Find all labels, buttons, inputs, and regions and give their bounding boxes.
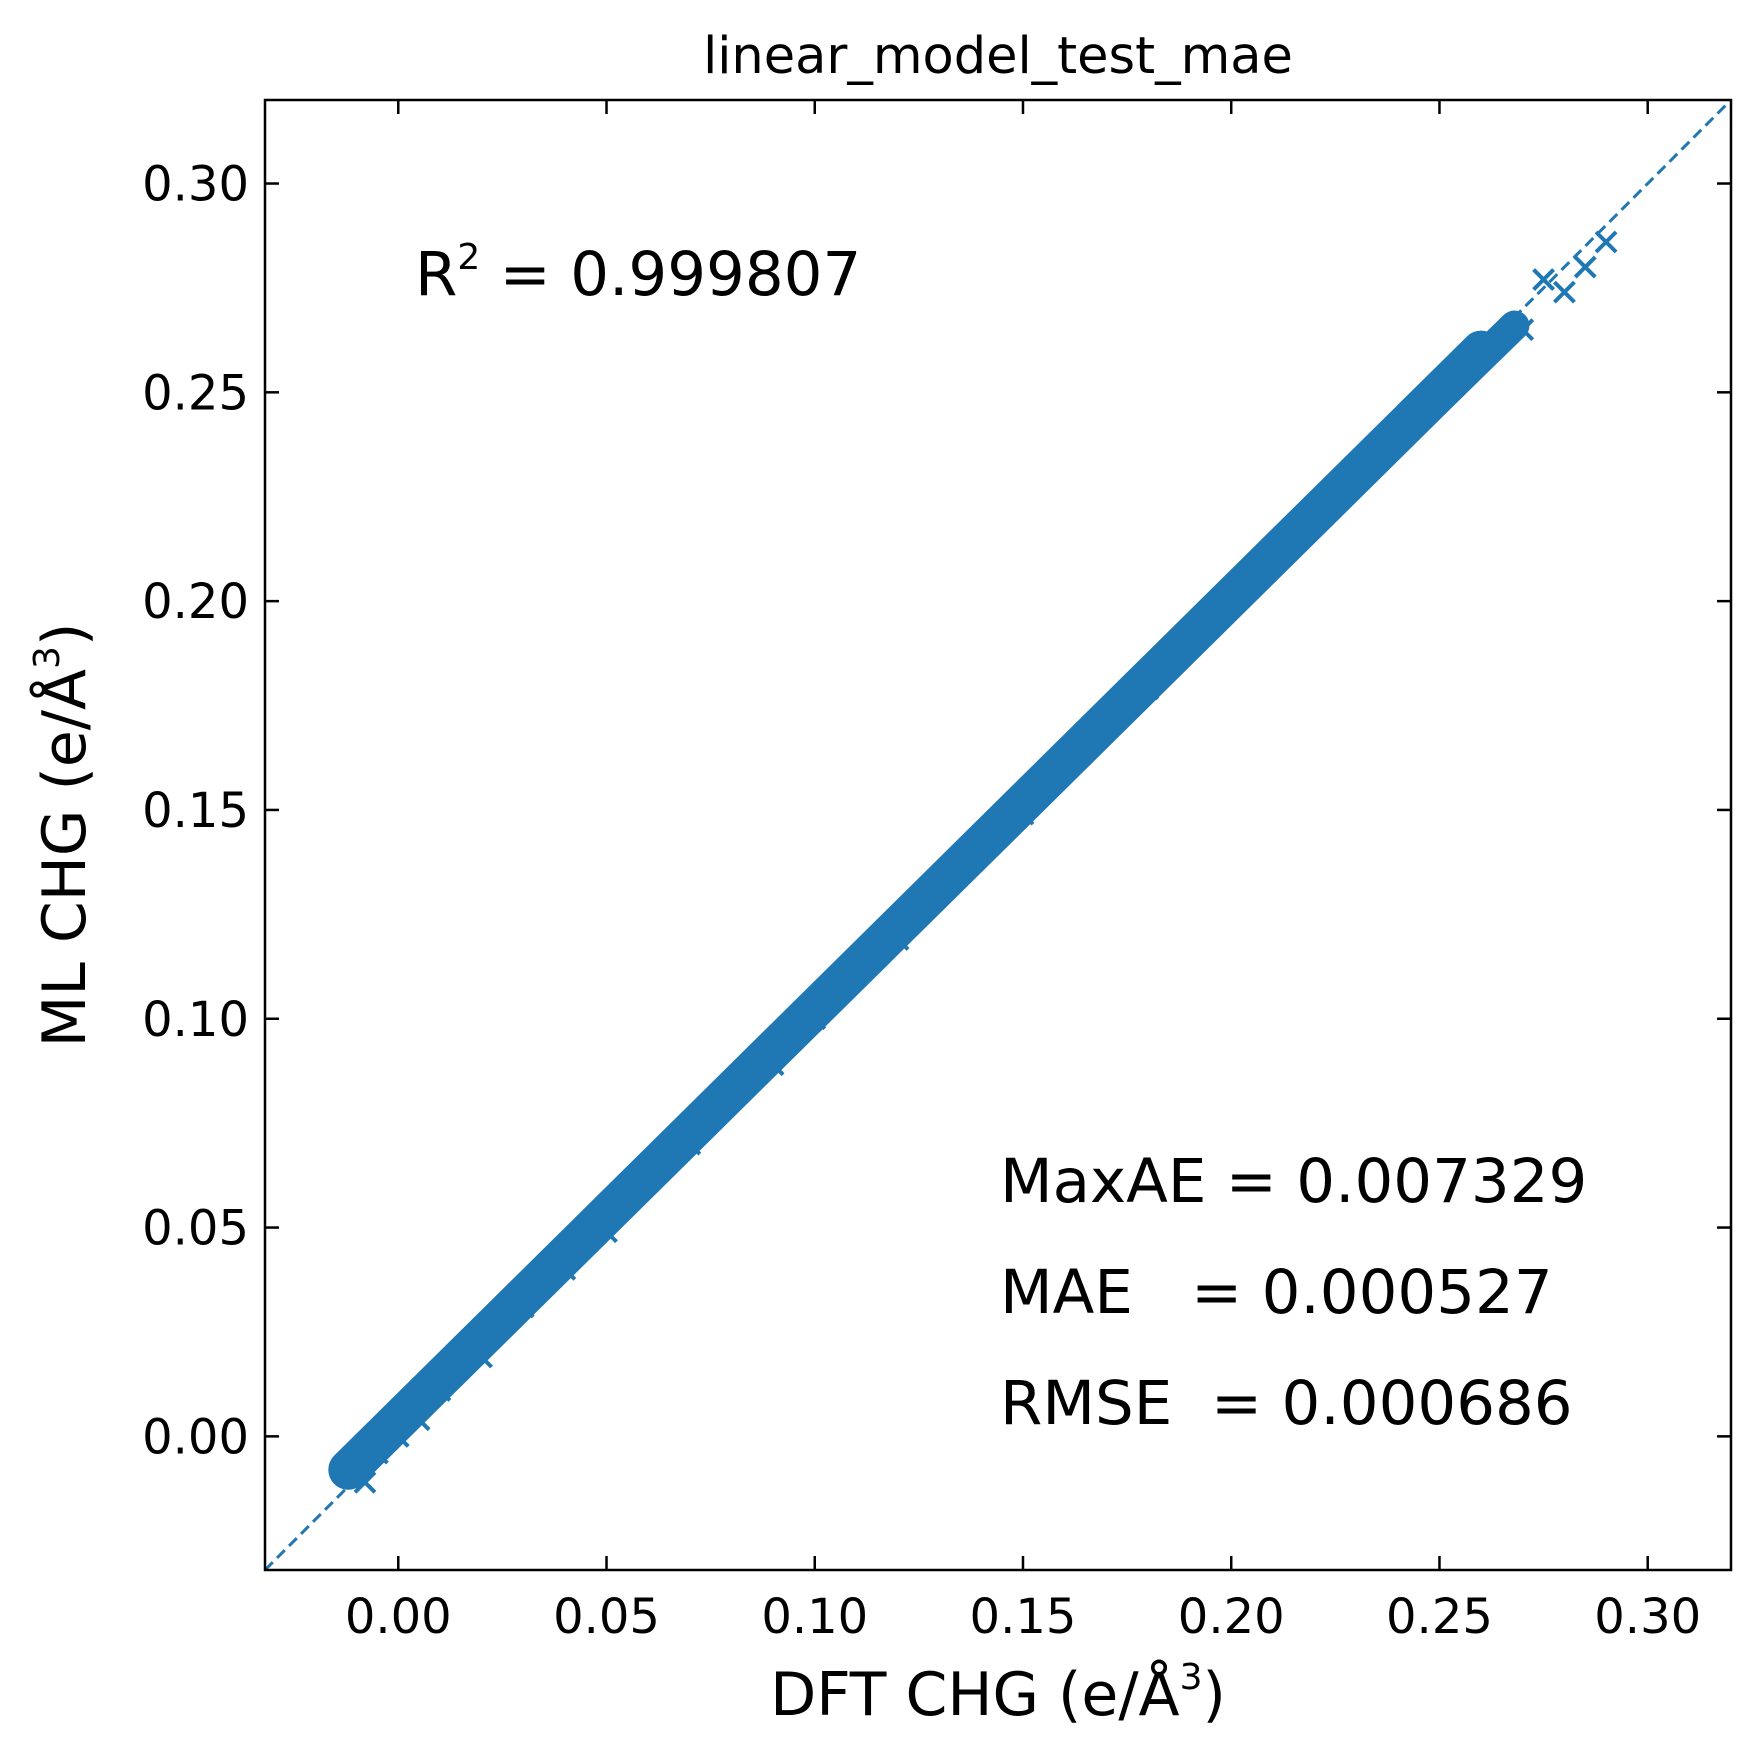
data-point-marker bbox=[1344, 468, 1368, 492]
y-axis-label-superscript: 3 bbox=[27, 646, 68, 669]
data-point-marker bbox=[511, 1295, 535, 1319]
y-tick-label: 0.00 bbox=[142, 1409, 249, 1465]
data-point-marker bbox=[407, 1408, 431, 1432]
data-point-marker bbox=[1573, 255, 1597, 279]
data-point-marker bbox=[1136, 677, 1160, 701]
data-point-marker bbox=[1386, 418, 1410, 442]
r-squared-superscript: 2 bbox=[457, 237, 480, 278]
rmse-annotation: RMSE = 0.000686 bbox=[1000, 1368, 1573, 1439]
x-tick-label: 0.00 bbox=[345, 1589, 452, 1645]
y-tick-label: 0.30 bbox=[142, 157, 249, 213]
data-point-marker bbox=[636, 1170, 660, 1194]
data-point-marker bbox=[470, 1345, 493, 1369]
x-axis-label-superscript: 3 bbox=[1180, 1657, 1203, 1698]
r-squared-annotation: R2 = 0.999807 bbox=[415, 237, 861, 310]
y-axis-label-tail: ) bbox=[30, 623, 100, 646]
plot-frame bbox=[263, 98, 1733, 1572]
x-axis-label-base: DFT CHG (e/Å bbox=[770, 1659, 1180, 1730]
data-point-marker bbox=[595, 1220, 618, 1244]
data-point-marker bbox=[1261, 552, 1285, 575]
data-point-marker bbox=[1011, 802, 1035, 826]
y-tick-label: 0.20 bbox=[142, 574, 249, 630]
chart-title: linear_model_test_mae bbox=[703, 27, 1293, 86]
r-squared-value: = 0.999807 bbox=[480, 239, 861, 310]
x-tick-label: 0.25 bbox=[1386, 1589, 1493, 1645]
y-tick-label: 0.15 bbox=[142, 783, 249, 839]
data-point-marker bbox=[1094, 710, 1118, 734]
dense-point-band-tail bbox=[1216, 310, 1530, 617]
data-point-marker bbox=[428, 1379, 452, 1402]
data-point-marker bbox=[844, 961, 868, 985]
data-point-marker bbox=[886, 927, 910, 951]
x-tick-label: 0.20 bbox=[1178, 1589, 1285, 1645]
y-tick-label: 0.05 bbox=[142, 1201, 249, 1257]
identity-reference-line bbox=[263, 98, 1733, 1572]
data-point-marker bbox=[969, 836, 993, 859]
x-axis-label-tail: ) bbox=[1203, 1660, 1226, 1730]
data-point-marker bbox=[1428, 385, 1451, 408]
mae-annotation: MAE = 0.000527 bbox=[1000, 1257, 1553, 1328]
data-point-marker bbox=[336, 1458, 360, 1482]
x-axis-label: DFT CHG (e/Å3) bbox=[770, 1657, 1226, 1730]
data-point-marker bbox=[720, 1086, 743, 1110]
r-squared-base: R bbox=[415, 239, 457, 310]
maxae-annotation: MaxAE = 0.007329 bbox=[1000, 1146, 1587, 1217]
data-point-marker bbox=[1219, 585, 1243, 609]
x-tick-label: 0.15 bbox=[970, 1589, 1077, 1645]
data-point-marker bbox=[366, 1441, 389, 1465]
y-tick-label: 0.10 bbox=[142, 992, 249, 1048]
x-tick-label: 0.05 bbox=[553, 1589, 660, 1645]
x-tick-label: 0.10 bbox=[761, 1589, 868, 1645]
y-tick-label: 0.25 bbox=[142, 365, 249, 421]
data-point-marker bbox=[353, 1470, 377, 1494]
x-tick-label: 0.30 bbox=[1594, 1589, 1701, 1645]
data-point-marker bbox=[1552, 280, 1576, 304]
y-axis-label-base: ML CHG (e/Å bbox=[29, 669, 100, 1047]
data-point-marker bbox=[1532, 268, 1556, 291]
ticks-layer: 0.00 0.05 0.10 0.15 0.20 0.25 0.30 0.00 0.05 0.10… bbox=[142, 100, 1731, 1645]
data-point-marker bbox=[761, 1053, 785, 1077]
data-point-marker bbox=[1594, 230, 1618, 254]
y-axis-label: ML CHG (e/Å3) bbox=[27, 623, 100, 1048]
data-point-marker bbox=[1511, 318, 1535, 342]
